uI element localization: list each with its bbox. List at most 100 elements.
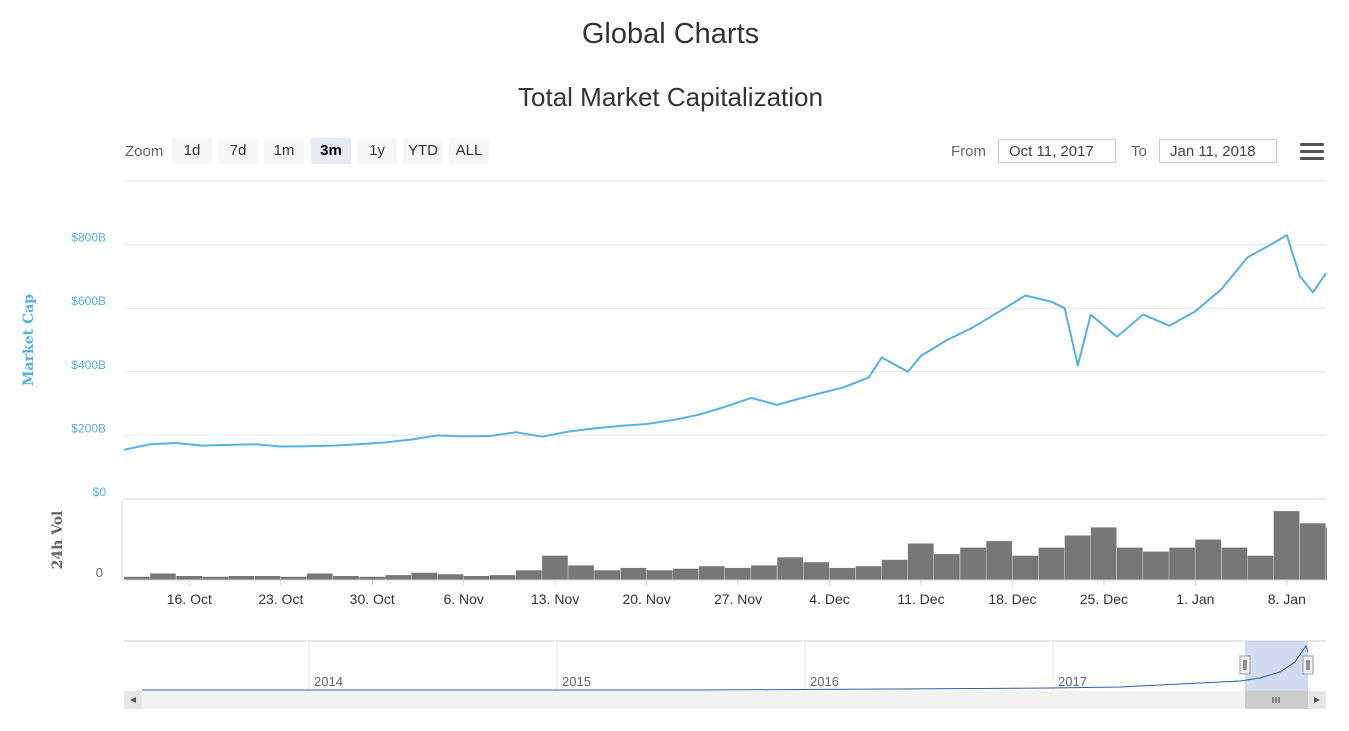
from-date-input[interactable]: Oct 11, 2017: [998, 139, 1116, 163]
to-label: To: [1131, 143, 1147, 160]
volume-bar: [803, 562, 830, 580]
volume-bar: [385, 575, 411, 580]
volume-bar: [542, 555, 568, 580]
zoom-1m-button[interactable]: 1m: [264, 138, 304, 164]
zoom-label: Zoom: [125, 143, 164, 160]
navigator-right-handle[interactable]: [1302, 655, 1314, 675]
x-tick-label: 18. Dec: [988, 591, 1036, 607]
volume-bar: [594, 570, 620, 580]
volume-bar: [254, 576, 281, 580]
to-date-input[interactable]: Jan 11, 2018: [1159, 139, 1277, 163]
volume-bar: [855, 566, 882, 580]
volume-bar: [280, 576, 307, 580]
volume-bar: [568, 565, 594, 580]
x-tick-label: 16. Oct: [167, 591, 212, 607]
y-tick-label: $0: [93, 485, 107, 499]
from-label: From: [951, 143, 986, 160]
x-tick-label: 27. Nov: [714, 591, 762, 607]
volume-bar: [620, 567, 647, 581]
scroll-left-arrow-icon: [130, 697, 136, 703]
volume-bar: [646, 570, 673, 580]
volume-bar: [150, 573, 176, 580]
navigator-selection-mask[interactable]: [1245, 641, 1308, 691]
x-tick-label: 25. Dec: [1080, 591, 1128, 607]
volume-bar: [1221, 547, 1248, 580]
scrollbar[interactable]: [124, 691, 1326, 709]
market-cap-line[interactable]: [123, 234, 1327, 451]
hamburger-menu-icon[interactable]: [1300, 143, 1324, 161]
volume-bar: [1195, 539, 1221, 580]
volume-axis-title: 24h Vol: [50, 511, 66, 570]
volume-bar: [986, 541, 1012, 580]
volume-bar: [489, 575, 516, 580]
volume-bar: [333, 576, 359, 580]
volume-bar: [411, 572, 438, 580]
x-tick-label: 1. Jan: [1176, 591, 1214, 607]
x-tick-label: 11. Dec: [897, 591, 944, 607]
y-tick-label: $400B: [71, 358, 106, 372]
y-tick-label: $800B: [71, 231, 106, 245]
volume-bar: [1038, 547, 1065, 580]
volume-bar: [960, 547, 986, 580]
volume-bar: [228, 576, 255, 580]
zoom-1d-button[interactable]: 1d: [172, 138, 212, 164]
x-tick-label: 13. Nov: [531, 591, 579, 607]
volume-bar: [1143, 551, 1169, 580]
navigator-tick-label: 2016: [810, 674, 839, 689]
navigator-tick-label: 2017: [1058, 674, 1087, 689]
navigator-tick-label: 2014: [314, 674, 343, 689]
chart-title: Total Market Capitalization: [518, 82, 823, 112]
navigator-left-handle[interactable]: [1239, 655, 1251, 675]
zoom-1y-button[interactable]: 1y: [357, 138, 397, 164]
volume-bar: [907, 543, 934, 580]
volume-bar: [1273, 511, 1300, 580]
x-tick-label: 8. Jan: [1268, 591, 1306, 607]
scrollbar-track[interactable]: [124, 691, 1326, 709]
volume-bar: [672, 568, 699, 580]
volume-bar: [202, 576, 229, 580]
x-tick-label: 6. Nov: [443, 591, 483, 607]
volume-bar: [1299, 523, 1326, 580]
zoom-7d-button[interactable]: 7d: [218, 138, 258, 164]
volume-bars: [124, 511, 1327, 581]
volume-bar: [698, 566, 725, 580]
y-tick-label: $200B: [71, 421, 106, 435]
volume-bar: [516, 570, 542, 580]
volume-bar: [1247, 555, 1274, 580]
zoom-all-button[interactable]: ALL: [449, 138, 489, 164]
y-tick-label: $600B: [71, 294, 106, 308]
volume-bar: [934, 554, 960, 580]
scroll-right-arrow-icon: [1314, 697, 1320, 703]
page-title: Global Charts: [581, 18, 760, 50]
y-axis-title: Market Cap: [21, 294, 37, 386]
volume-bar: [1090, 527, 1117, 580]
volume-bar: [1012, 555, 1039, 580]
zoom-ytd-button[interactable]: YTD: [403, 138, 443, 164]
volume-bar: [359, 576, 385, 580]
volume-bar: [437, 574, 464, 580]
scrollbar-grip-icon: [1272, 697, 1280, 703]
volume-bar: [306, 573, 333, 580]
volume-tick-0: 0: [96, 565, 103, 580]
x-axis-ticks: 16. Oct 23. Oct 30. Oct 6. Nov 13. Nov 20. No…: [167, 580, 1306, 607]
volume-bar: [1117, 547, 1143, 580]
volume-bar: [1169, 547, 1195, 580]
zoom-3m-button[interactable]: 3m: [311, 138, 351, 164]
navigator-tick-label: 2015: [562, 674, 591, 689]
navigator-series-line: [142, 644, 1309, 691]
x-tick-label: 23. Oct: [258, 591, 303, 607]
x-tick-label: 4. Dec: [809, 591, 849, 607]
x-tick-label: 30. Oct: [350, 591, 395, 607]
volume-bar: [751, 565, 777, 580]
volume-bar: [881, 559, 908, 581]
volume-bar: [124, 576, 150, 580]
volume-bar: [725, 567, 751, 581]
volume-bar: [463, 576, 490, 580]
volume-bar: [1326, 527, 1327, 580]
y-gridlines: [124, 244, 1326, 436]
y-axis-ticks: $0 $200B $400B $600B $800B: [71, 231, 106, 499]
volume-bar: [1064, 535, 1091, 581]
x-tick-label: 20. Nov: [622, 591, 670, 607]
navigator[interactable]: 2014 2015 2016 2017: [124, 640, 1326, 691]
